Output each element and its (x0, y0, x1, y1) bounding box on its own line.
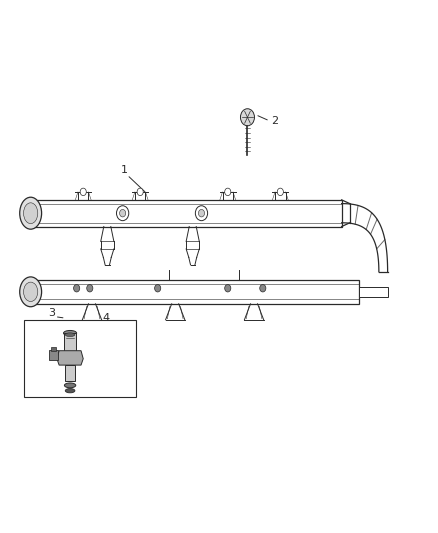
Circle shape (87, 285, 93, 292)
Circle shape (225, 285, 231, 292)
Bar (31, 200, 342, 227)
Ellipse shape (20, 197, 42, 229)
Bar (51, 347, 56, 351)
Bar (31, 280, 359, 304)
Ellipse shape (64, 383, 76, 388)
Ellipse shape (20, 277, 42, 307)
Polygon shape (57, 351, 83, 365)
Ellipse shape (65, 389, 75, 393)
Bar (24, 320, 136, 397)
Circle shape (260, 285, 266, 292)
Ellipse shape (24, 282, 38, 302)
Circle shape (74, 285, 80, 292)
Text: 1: 1 (120, 165, 127, 175)
Bar (65, 365, 75, 381)
Ellipse shape (24, 203, 38, 224)
Circle shape (120, 209, 126, 217)
Circle shape (137, 188, 143, 196)
Circle shape (117, 206, 129, 221)
Text: 4: 4 (103, 313, 110, 323)
Circle shape (155, 285, 161, 292)
Text: 3: 3 (48, 308, 55, 318)
Bar (359, 287, 388, 297)
Circle shape (195, 206, 208, 221)
Text: 2: 2 (272, 116, 279, 126)
Circle shape (198, 209, 205, 217)
Circle shape (240, 109, 254, 126)
Circle shape (277, 188, 283, 196)
Ellipse shape (64, 330, 77, 336)
Bar (49, 350, 58, 360)
Bar (64, 333, 76, 351)
Circle shape (80, 188, 86, 196)
Ellipse shape (65, 333, 75, 337)
Circle shape (225, 188, 231, 196)
